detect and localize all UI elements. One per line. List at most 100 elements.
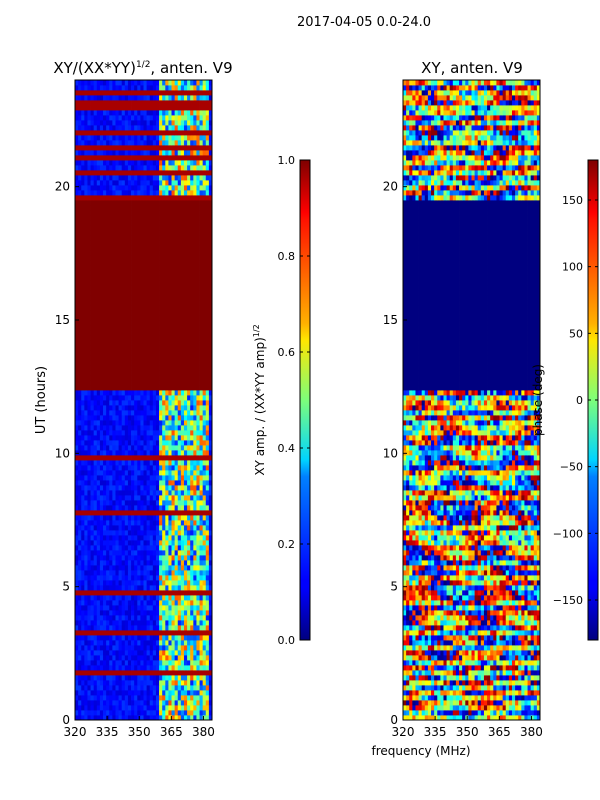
- amplitude-cell: [127, 525, 132, 531]
- amplitude-cell: [196, 615, 200, 621]
- amplitude-cell: [137, 585, 141, 591]
- amplitude-cell: [162, 295, 166, 301]
- amplitude-cell: [199, 575, 204, 581]
- amplitude-cell: [121, 705, 126, 711]
- amplitude-cell: [103, 560, 107, 566]
- amplitude-cell: [143, 715, 148, 720]
- amplitude-cell: [124, 540, 129, 546]
- amplitude-cell: [121, 695, 126, 701]
- amplitude-cell: [162, 230, 166, 236]
- amplitude-cell: [187, 520, 191, 526]
- amplitude-cell: [205, 665, 210, 671]
- amplitude-cell: [99, 225, 104, 231]
- amplitude-cell: [134, 390, 138, 396]
- amplitude-cell: [174, 625, 179, 631]
- amplitude-cell: [196, 380, 200, 386]
- amplitude-cell: [131, 430, 135, 436]
- amplitude-cell: [149, 675, 154, 681]
- amplitude-cell: [131, 155, 135, 161]
- amplitude-cell: [109, 150, 113, 156]
- amplitude-cell: [134, 250, 138, 256]
- amplitude-cell: [168, 340, 172, 346]
- amplitude-cell: [112, 505, 116, 511]
- amplitude-cell: [134, 485, 138, 491]
- amplitude-cell: [78, 490, 82, 496]
- amplitude-cell: [162, 260, 166, 266]
- amplitude-cell: [208, 325, 212, 331]
- amplitude-cell: [96, 505, 101, 511]
- amplitude-cell: [78, 295, 82, 301]
- amplitude-cell: [109, 340, 113, 346]
- amplitude-cell: [112, 705, 116, 711]
- amplitude-cell: [103, 295, 107, 301]
- amplitude-cell: [183, 640, 188, 646]
- amplitude-cell: [177, 565, 182, 571]
- amplitude-cell: [202, 555, 207, 561]
- amplitude-cell: [205, 695, 210, 701]
- amplitude-cell: [90, 235, 95, 241]
- amplitude-cell: [168, 365, 172, 371]
- amplitude-cell: [112, 605, 116, 611]
- amplitude-cell: [93, 275, 98, 281]
- amplitude-cell: [75, 435, 79, 441]
- amplitude-cell: [112, 290, 116, 296]
- amplitude-cell: [131, 455, 135, 461]
- amplitude-cell: [187, 270, 191, 276]
- amplitude-cell: [180, 570, 185, 576]
- amplitude-cell: [152, 575, 157, 581]
- amplitude-cell: [121, 515, 126, 521]
- amplitude-cell: [165, 300, 169, 306]
- amplitude-cell: [162, 705, 166, 711]
- amplitude-cell: [168, 325, 172, 331]
- amplitude-cell: [196, 445, 200, 451]
- amplitude-cell: [205, 190, 210, 196]
- amplitude-cell: [121, 340, 126, 346]
- amplitude-cell: [196, 315, 200, 321]
- amplitude-cell: [174, 170, 179, 176]
- amplitude-cell: [124, 215, 129, 221]
- amplitude-cell: [84, 625, 88, 631]
- amplitude-cell: [75, 700, 79, 706]
- amplitude-cell: [149, 155, 154, 161]
- amplitude-cell: [177, 540, 182, 546]
- amplitude-cell: [165, 690, 169, 696]
- amplitude-cell: [131, 325, 135, 331]
- amplitude-cell: [96, 675, 101, 681]
- amplitude-cell: [121, 625, 126, 631]
- amplitude-cell: [99, 165, 104, 171]
- amplitude-cell: [199, 525, 204, 531]
- amplitude-cell: [118, 370, 123, 376]
- amplitude-cell: [193, 160, 197, 166]
- amplitude-cell: [187, 400, 191, 406]
- amplitude-cell: [152, 495, 157, 501]
- amplitude-cell: [146, 400, 151, 406]
- amplitude-cell: [90, 400, 95, 406]
- amplitude-cell: [183, 330, 188, 336]
- amplitude-cell: [168, 545, 172, 551]
- amplitude-cell: [90, 335, 95, 341]
- amplitude-cell: [149, 215, 154, 221]
- amplitude-cell: [199, 340, 204, 346]
- amplitude-cell: [168, 655, 172, 661]
- amplitude-cell: [134, 615, 138, 621]
- amplitude-cell: [96, 295, 101, 301]
- amplitude-cell: [75, 230, 79, 236]
- amplitude-cell: [103, 540, 107, 546]
- amplitude-cell: [187, 330, 191, 336]
- amplitude-cell: [124, 390, 129, 396]
- amplitude-cell: [124, 155, 129, 161]
- amplitude-cell: [131, 260, 135, 266]
- amplitude-cell: [93, 475, 98, 481]
- amplitude-cell: [90, 480, 95, 486]
- amplitude-cell: [137, 310, 141, 316]
- amplitude-cell: [84, 285, 88, 291]
- amplitude-cell: [93, 560, 98, 566]
- amplitude-cell: [159, 465, 163, 471]
- amplitude-cell: [190, 445, 194, 451]
- amplitude-cell: [87, 180, 91, 186]
- amplitude-cell: [78, 700, 82, 706]
- amplitude-cell: [190, 165, 194, 171]
- amplitude-cell: [103, 585, 107, 591]
- amplitude-cell: [152, 670, 157, 676]
- amplitude-cell: [115, 315, 119, 321]
